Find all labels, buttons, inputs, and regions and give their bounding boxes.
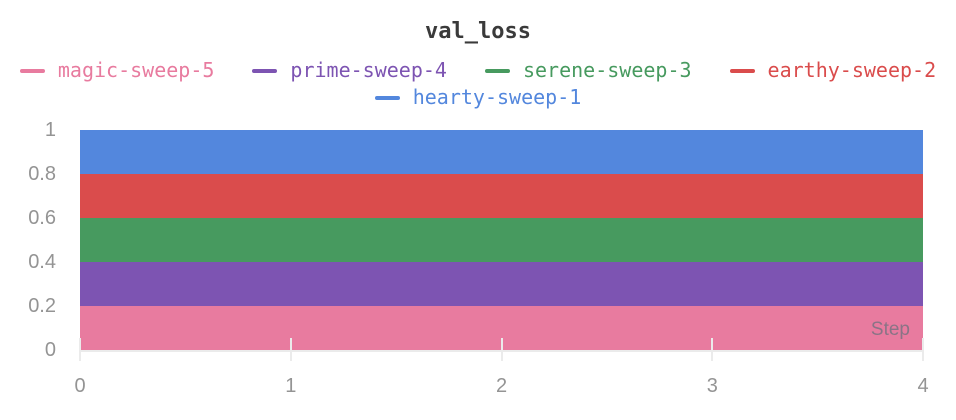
y-tick-label: 0.8 [28, 163, 56, 185]
x-tick-label: 2 [495, 375, 508, 397]
y-tick-label: 1 [44, 119, 56, 141]
legend-item-prime-sweep-4[interactable]: prime-sweep-4 [252, 57, 447, 84]
y-tick-label: 0.4 [28, 251, 56, 273]
x-tick-label: 3 [706, 375, 718, 397]
legend-run-name: magic-sweep-5 [57, 58, 215, 82]
legend-line-swatch [484, 68, 510, 73]
legend-line-swatch [252, 68, 278, 73]
plot-area[interactable]: Step [80, 130, 923, 350]
legend-run-name: prime-sweep-4 [290, 58, 447, 82]
legend-item-hearty-sweep-1[interactable]: hearty-sweep-1 [374, 84, 582, 111]
legend: magic-sweep-5 prime-sweep-4 serene-sweep-3… [8, 57, 948, 111]
legend-run-name: serene-sweep-3 [522, 58, 692, 82]
x-axis-title: Step [870, 319, 910, 340]
y-tick-label: 0.2 [28, 295, 56, 317]
y-tick-label: 0 [44, 339, 56, 361]
legend-run-name: earthy-sweep-2 [767, 58, 937, 82]
legend-item-earthy-sweep-2[interactable]: earthy-sweep-2 [729, 57, 937, 84]
x-tick-mark [500, 338, 503, 361]
legend-line-swatch [729, 68, 755, 73]
legend-line-swatch [374, 95, 400, 100]
chart-title: val_loss [425, 19, 531, 44]
x-tick-label: 1 [285, 375, 297, 397]
x-tick-mark [711, 338, 714, 361]
legend-run-name: hearty-sweep-1 [412, 85, 582, 109]
x-tick-mark [289, 338, 292, 361]
legend-item-serene-sweep-3[interactable]: serene-sweep-3 [484, 57, 692, 84]
y-tick-label: 0.6 [28, 207, 56, 229]
legend-line-swatch [19, 68, 45, 73]
legend-item-magic-sweep-5[interactable]: magic-sweep-5 [19, 57, 215, 84]
x-tick-label: 4 [917, 375, 929, 397]
x-tick-mark [922, 338, 924, 361]
x-tick-mark [79, 338, 81, 361]
x-tick-label: 0 [74, 375, 86, 397]
